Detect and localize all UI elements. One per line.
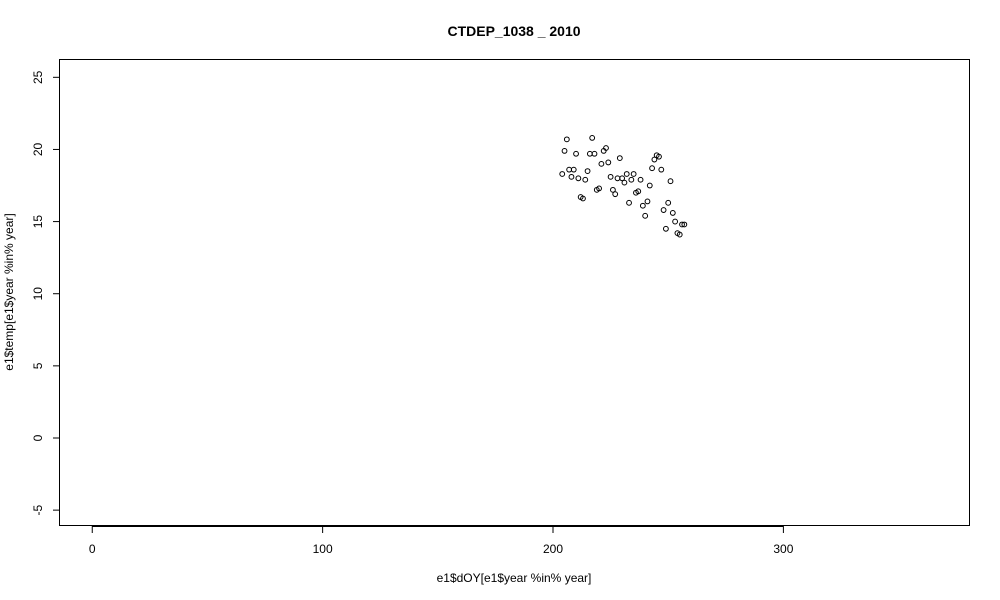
data-point	[573, 150, 579, 157]
data-point	[667, 178, 674, 185]
data-point	[672, 218, 679, 225]
data-point	[616, 155, 623, 162]
y-tick-label: 20	[31, 142, 45, 156]
x-tick-label: 200	[543, 542, 563, 556]
data-point	[630, 171, 637, 177]
data-point	[623, 171, 630, 177]
data-point	[649, 165, 655, 172]
data-point	[619, 175, 626, 182]
x-axis: 0 100 200 300	[89, 526, 794, 556]
data-point	[642, 212, 649, 219]
x-tick-label: 100	[313, 542, 333, 556]
y-axis: -5 0 5 10 15 20 25	[31, 70, 60, 515]
plot-area-frame	[59, 59, 970, 526]
data-point	[626, 199, 632, 206]
data-point	[676, 231, 683, 238]
data-point	[584, 168, 591, 174]
data-point	[646, 182, 653, 189]
data-point	[596, 185, 602, 192]
data-point	[607, 173, 614, 180]
x-tick-label: 0	[89, 542, 96, 556]
data-point	[580, 195, 586, 202]
data-point	[566, 166, 573, 173]
y-tick-label: 15	[31, 215, 45, 229]
data-point	[603, 145, 609, 151]
data-point	[656, 153, 662, 160]
data-point	[612, 191, 619, 198]
data-point	[658, 166, 665, 173]
y-axis-label: e1$temp[e1$year %in% year]	[2, 213, 16, 370]
data-point	[635, 188, 642, 195]
data-point	[610, 186, 616, 193]
data-point	[561, 147, 568, 154]
data-point	[575, 175, 582, 182]
data-point	[614, 175, 621, 182]
data-point	[598, 160, 605, 167]
x-axis-label: e1$dOY[e1$year %in% year]	[437, 571, 592, 585]
data-point	[563, 136, 570, 143]
data-point	[644, 198, 651, 205]
data-point	[582, 176, 589, 183]
y-tick-label: -5	[31, 504, 45, 515]
data-point	[637, 176, 644, 183]
y-tick-label: 5	[31, 362, 45, 369]
data-point	[669, 210, 676, 216]
chart-title: CTDEP_1038 _ 2010	[447, 23, 580, 39]
y-tick-label: 25	[31, 70, 45, 84]
data-point	[639, 202, 646, 209]
data-point	[621, 179, 628, 186]
data-point	[586, 150, 593, 157]
data-point	[559, 171, 566, 177]
data-point	[568, 173, 575, 180]
data-point	[681, 221, 688, 228]
x-tick-label: 300	[773, 542, 793, 556]
data-point	[591, 150, 598, 157]
data-point	[605, 159, 612, 166]
y-tick-label: 10	[31, 287, 45, 301]
data-point	[679, 221, 685, 228]
data-point	[628, 176, 635, 183]
data-point	[570, 166, 577, 173]
data-point	[651, 156, 658, 163]
data-point	[662, 225, 669, 232]
data-point	[660, 207, 667, 213]
data-points	[559, 135, 688, 238]
y-tick-label: 0	[31, 434, 45, 441]
data-point	[665, 199, 672, 206]
data-point	[589, 135, 596, 141]
